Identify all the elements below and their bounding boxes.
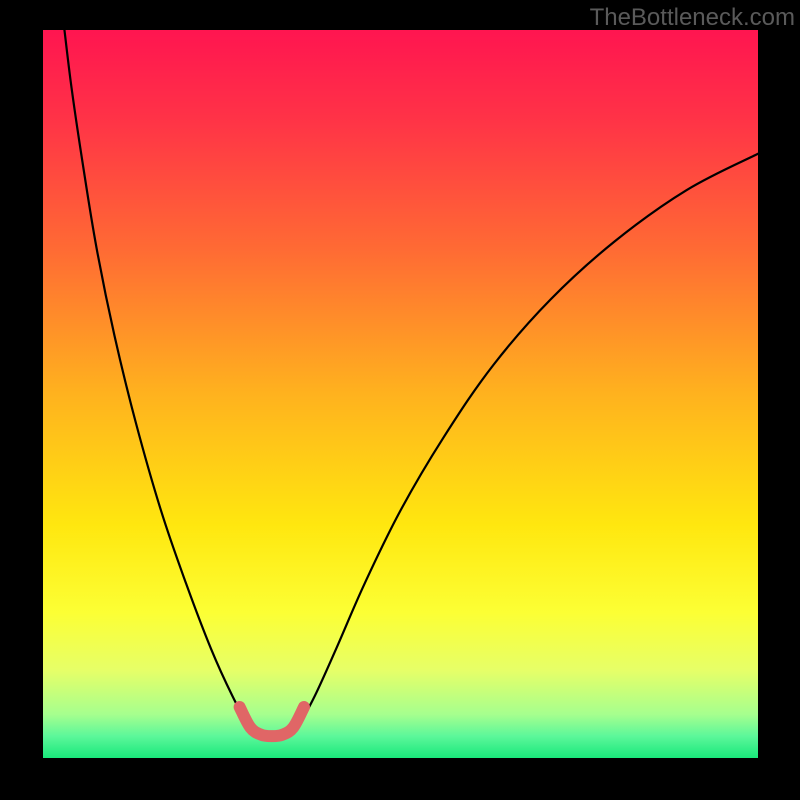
gradient-background [43, 30, 758, 758]
chart-svg [43, 30, 758, 758]
watermark-text: TheBottleneck.com [590, 4, 795, 32]
chart-canvas: TheBottleneck.com [0, 0, 800, 800]
plot-area [43, 30, 758, 758]
